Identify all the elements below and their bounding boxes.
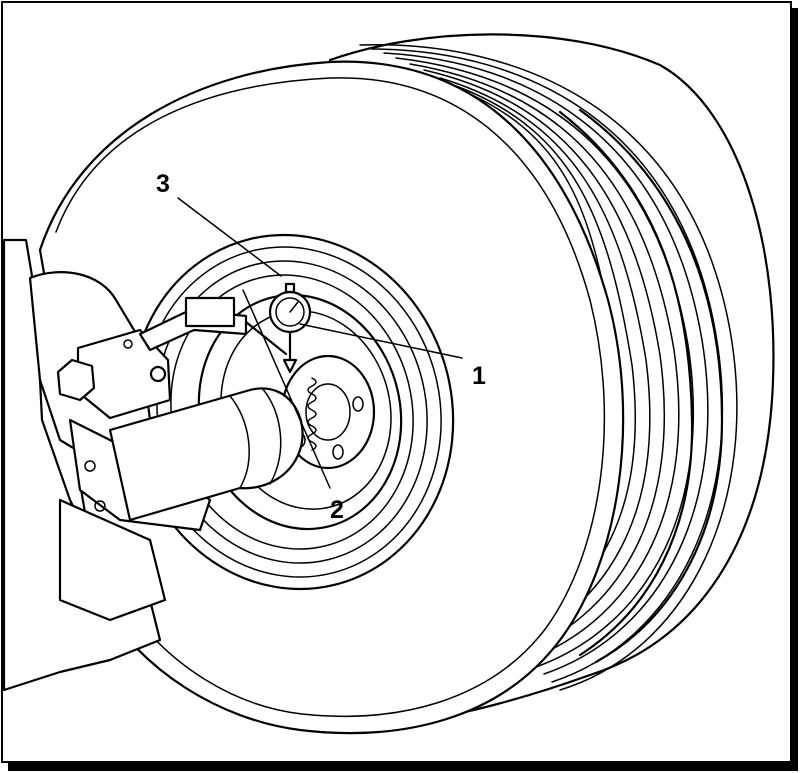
clamp-screw	[123, 339, 133, 349]
boot-fold-2	[261, 387, 282, 485]
arm-block	[184, 296, 236, 328]
leader-2	[242, 289, 331, 489]
dial-face	[275, 297, 305, 327]
lug-hole-2	[332, 444, 344, 460]
hub-center	[305, 383, 351, 441]
lower-bracket	[58, 498, 167, 622]
contact-tip	[282, 358, 298, 374]
tire-tread-3	[383, 52, 709, 675]
tire-groove	[558, 110, 694, 657]
bolt-1	[84, 460, 96, 472]
tire-tread-1	[359, 44, 738, 691]
tire-tread-7	[439, 77, 651, 649]
callout-3: 3	[156, 170, 170, 198]
leader-1	[299, 323, 463, 359]
leader-3	[177, 197, 282, 277]
tire-sidewall-edge	[55, 77, 606, 717]
probe-rod	[244, 320, 288, 356]
tire-tread-4	[395, 57, 695, 668]
tire-tread-6	[423, 69, 666, 655]
hex-nut	[56, 358, 96, 402]
tire-tread-5	[409, 63, 680, 661]
boot-body	[108, 387, 304, 522]
leader-lines	[177, 197, 463, 489]
dial-indicator-assembly	[56, 282, 312, 420]
dial-needle	[289, 301, 299, 313]
dial-stem	[284, 282, 296, 294]
callout-1: 1	[472, 362, 486, 390]
tire-groove-2	[578, 108, 724, 664]
lug-hole-1	[352, 396, 364, 412]
axle-boot	[108, 387, 304, 522]
callout-2: 2	[330, 496, 344, 524]
bolt-2	[94, 500, 106, 512]
boot-fold-1	[229, 395, 250, 489]
clamp-knob	[149, 365, 167, 383]
